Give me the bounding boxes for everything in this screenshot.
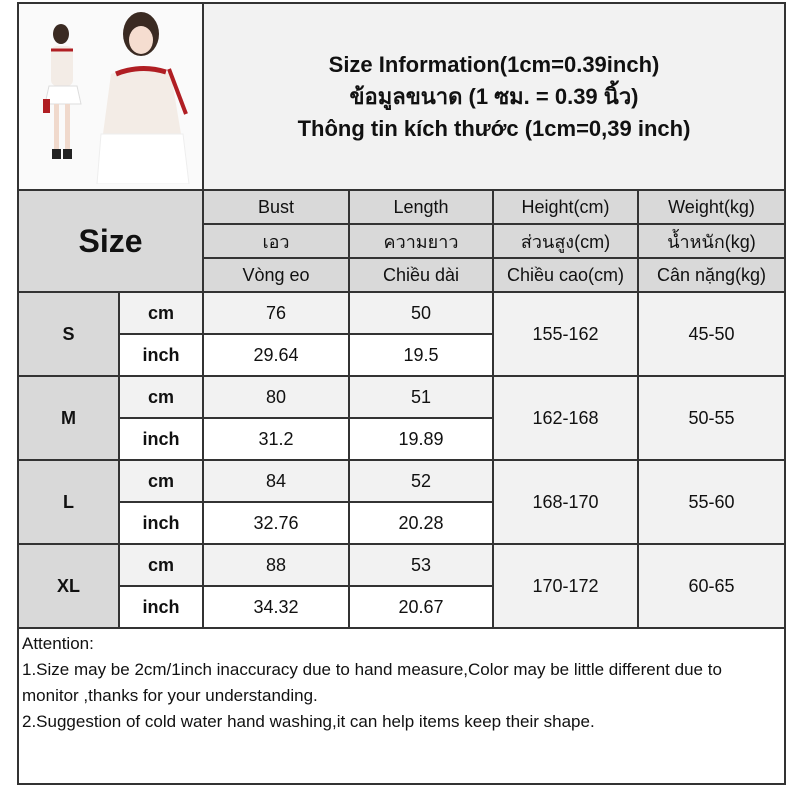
size-row-cm: M cm 80 51 162-168 50-55 [17,375,786,461]
col-bust-vi: Vòng eo [202,257,350,293]
unit-inch: inch [118,417,204,461]
bust-inch: 29.64 [202,333,350,377]
weight-range: 55-60 [637,459,786,545]
title-vietnamese: Thông tin kích thước (1cm=0,39 inch) [297,115,691,141]
length-cm: 51 [348,375,494,419]
weight-range: 60-65 [637,543,786,629]
attention-line-2: 2.Suggestion of cold water hand washing,… [22,712,595,731]
bust-inch: 32.76 [202,501,350,545]
size-row-inch: inch 31.2 19.89 [18,417,785,461]
model-image [42,12,190,185]
length-cm: 50 [348,291,494,335]
length-inch: 19.89 [348,417,494,461]
product-photo [17,2,204,191]
col-height-th: ส่วนสูง(cm) [492,223,639,259]
length-inch: 20.67 [348,585,494,629]
title-thai: ข้อมูลขนาด (1 ซม. = 0.39 นิ้ว) [349,83,639,109]
size-label: XL [17,543,120,629]
col-weight-en: Weight(kg) [637,189,786,225]
size-label: S [17,291,120,377]
col-length-en: Length [348,189,494,225]
bust-cm: 88 [202,543,350,587]
weight-range: 50-55 [637,375,786,461]
bust-inch: 34.32 [202,585,350,629]
bust-cm: 84 [202,459,350,503]
length-inch: 20.28 [348,501,494,545]
unit-cm: cm [118,291,204,335]
bust-inch: 31.2 [202,417,350,461]
size-row-inch: inch 34.32 20.67 [18,585,785,629]
size-row-cm: L cm 84 52 168-170 55-60 [17,459,786,545]
unit-cm: cm [118,375,204,419]
height-range: 155-162 [492,291,639,377]
size-label: M [17,375,120,461]
weight-range: 45-50 [637,291,786,377]
title-english: Size Information(1cm=0.39inch) [328,51,660,77]
size-info-title: Size Information(1cm=0.39inch) ข้อมูลขนา… [202,2,786,191]
size-chart-table: Size Information(1cm=0.39inch) ข้อมูลขนา… [17,2,786,785]
attention-heading: Attention: [22,634,94,653]
attention-note: Attention: 1.Size may be 2cm/1inch inacc… [17,627,786,785]
height-range: 162-168 [492,375,639,461]
bust-cm: 80 [202,375,350,419]
length-cm: 52 [348,459,494,503]
height-range: 170-172 [492,543,639,629]
size-row-cm: XL cm 88 53 170-172 60-65 [17,543,786,629]
unit-inch: inch [118,333,204,377]
col-weight-th: น้ำหนัก(kg) [637,223,786,259]
attention-line-1: 1.Size may be 2cm/1inch inaccuracy due t… [22,660,722,705]
size-row-cm: S cm 76 50 155-162 45-50 [17,291,786,377]
height-range: 168-170 [492,459,639,545]
size-header: Size [17,189,204,293]
unit-cm: cm [118,459,204,503]
unit-inch: inch [118,501,204,545]
col-length-th: ความยาว [348,223,494,259]
col-bust-en: Bust [202,189,350,225]
col-height-en: Height(cm) [492,189,639,225]
length-inch: 19.5 [348,333,494,377]
col-length-vi: Chiều dài [348,257,494,293]
col-bust-th: เอว [202,223,350,259]
size-label: L [17,459,120,545]
bust-cm: 76 [202,291,350,335]
unit-cm: cm [118,543,204,587]
unit-inch: inch [118,585,204,629]
col-height-vi: Chiều cao(cm) [492,257,639,293]
size-row-inch: inch 32.76 20.28 [18,501,785,545]
size-row-inch: inch 29.64 19.5 [18,333,785,377]
col-weight-vi: Cân nặng(kg) [637,257,786,293]
length-cm: 53 [348,543,494,587]
